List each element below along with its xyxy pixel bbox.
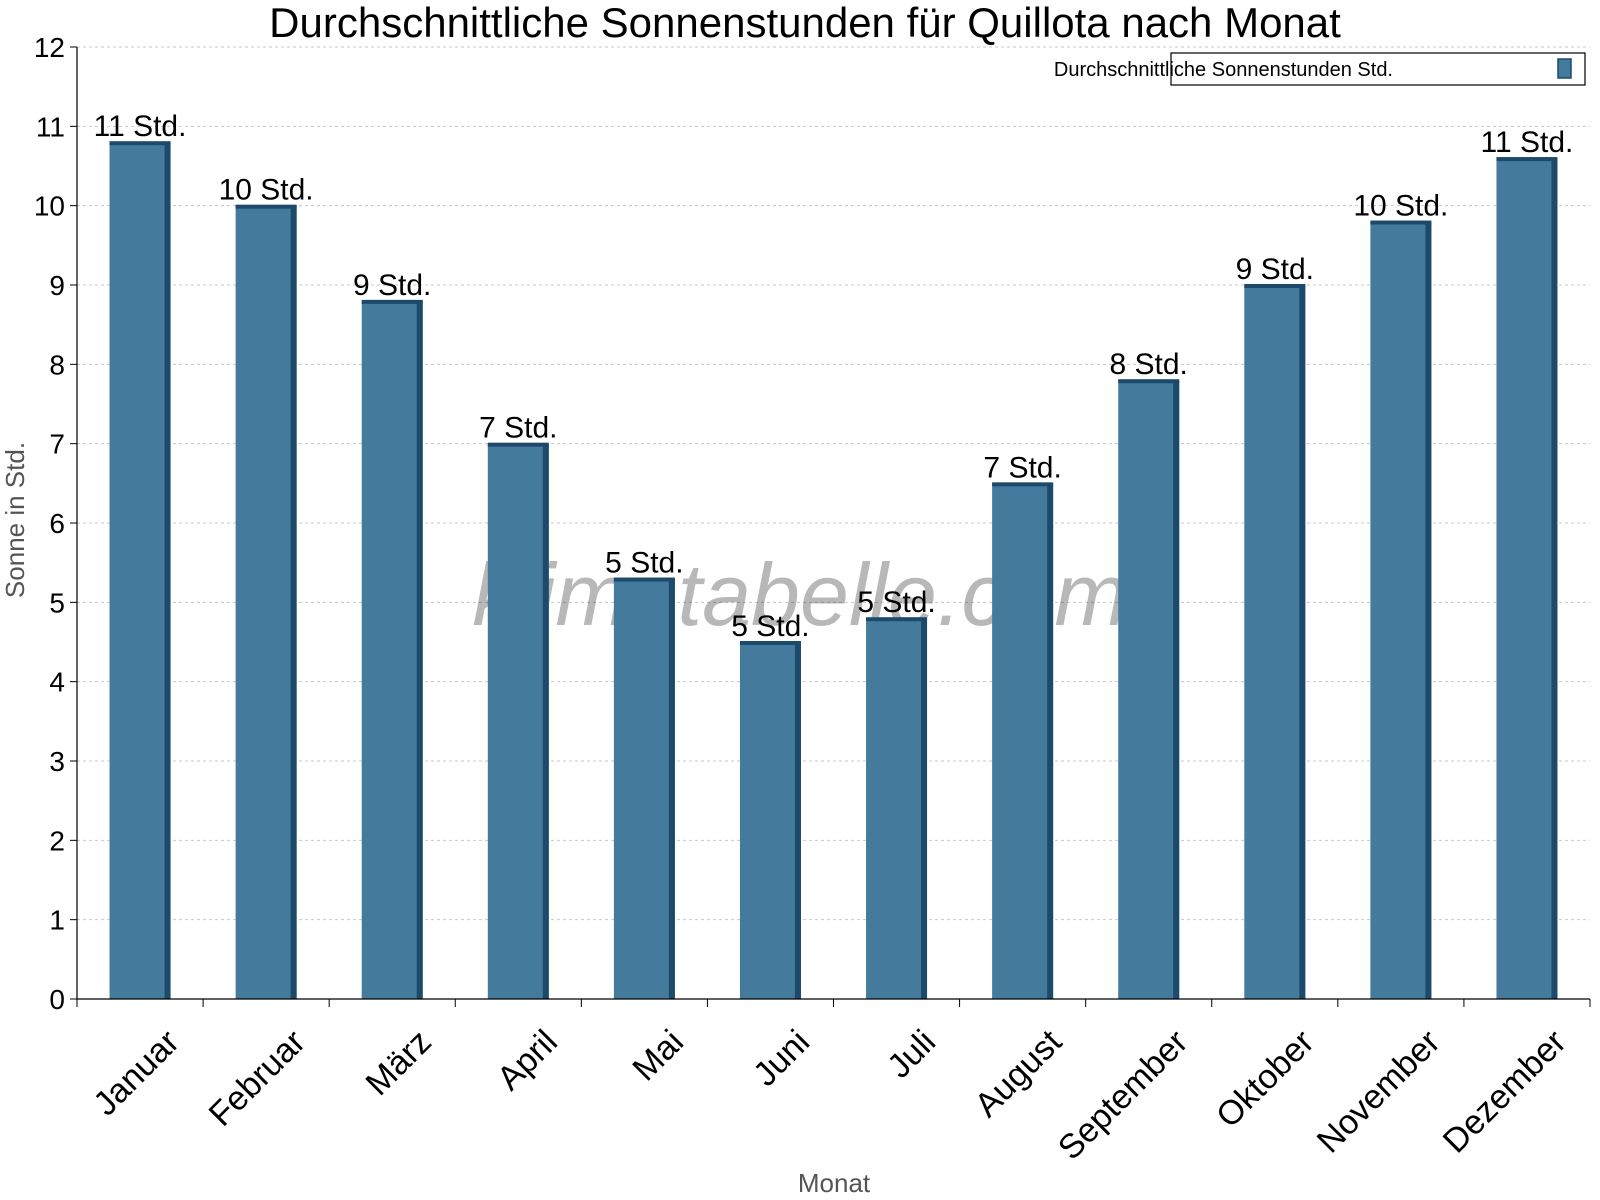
bar <box>1244 285 1306 999</box>
x-tick-label: April <box>490 1023 565 1098</box>
x-axis-title: Monat <box>798 1168 871 1198</box>
bar <box>109 142 171 999</box>
bar <box>866 618 928 999</box>
bar <box>361 300 423 999</box>
bar-top <box>866 617 928 622</box>
bar-top <box>992 482 1054 487</box>
x-tick-label: Januar <box>86 1023 186 1123</box>
y-tick-label: 10 <box>34 191 65 222</box>
bar <box>613 578 675 999</box>
bar-top <box>487 442 549 447</box>
x-tick-label: August <box>968 1022 1070 1124</box>
bars <box>109 141 1558 1000</box>
x-tick-label: Dezember <box>1436 1023 1574 1161</box>
y-tick-label: 1 <box>49 905 65 936</box>
bar-side <box>1047 483 1054 999</box>
y-tick-label: 7 <box>49 429 65 460</box>
y-tick-label: 4 <box>49 667 65 698</box>
data-label: 9 Std. <box>1236 253 1314 286</box>
y-tick-label: 11 <box>36 111 65 142</box>
bar-top <box>1496 157 1558 162</box>
x-tick-label: September <box>1051 1023 1195 1167</box>
x-tick-label: März <box>359 1023 439 1103</box>
axes <box>70 46 1591 1007</box>
bar <box>235 205 297 999</box>
bar-top <box>361 299 423 304</box>
data-label: 7 Std. <box>479 412 557 445</box>
gridlines <box>77 46 1590 921</box>
data-label: 11 Std. <box>1481 126 1574 159</box>
bar <box>1496 158 1558 1000</box>
chart-title: Durchschnittliche Sonnenstunden für Quil… <box>269 0 1341 46</box>
bar-side <box>668 578 675 999</box>
data-label: 7 Std. <box>983 451 1061 484</box>
x-tick-label: Juli <box>880 1023 943 1086</box>
bar-top <box>613 577 675 582</box>
bar-side <box>1299 285 1306 999</box>
y-tick-label: 5 <box>49 587 65 618</box>
bar-side <box>164 142 171 999</box>
bar-side <box>542 443 549 1000</box>
y-axis-title: Sonne in Std. <box>0 442 30 598</box>
data-labels: 11 Std. 10 Std. 9 Std. 7 Std. 5 Std. 5 Std. 5 … <box>94 110 1574 643</box>
data-label: 9 Std. <box>353 269 431 302</box>
bar-side <box>1425 221 1432 1000</box>
x-tick-label: Mai <box>625 1023 691 1089</box>
bar <box>739 642 801 999</box>
x-tick-label: Juni <box>746 1023 817 1094</box>
x-tick-labels: Januar Februar März April Mai Juni Juli AugustS… <box>86 1022 1573 1167</box>
bar-side <box>290 205 297 999</box>
y-tick-label: 3 <box>49 746 65 777</box>
data-label: 10 Std. <box>219 174 314 207</box>
legend-label: Durchschnittliche Sonnenstunden Std. <box>1054 59 1393 81</box>
y-tick-label: 0 <box>49 984 65 1015</box>
bar-side <box>794 642 801 999</box>
y-tick-label: 8 <box>49 349 65 380</box>
data-label: 5 Std. <box>605 547 683 580</box>
x-tick-label: Oktober <box>1209 1023 1321 1135</box>
x-tick-label: Februar <box>202 1023 313 1134</box>
y-tick-label: 9 <box>49 270 65 301</box>
bar <box>992 483 1054 999</box>
y-tick-label: 12 <box>34 32 65 63</box>
bar-top <box>1244 284 1306 288</box>
x-tick-label: November <box>1310 1023 1448 1161</box>
y-tick-label: 2 <box>49 825 65 856</box>
legend-swatch <box>1557 58 1572 79</box>
bar <box>487 443 549 1000</box>
y-tick-label: 6 <box>49 508 65 539</box>
bar-top <box>1370 220 1432 225</box>
bar-side <box>1173 380 1180 999</box>
bar-side <box>1551 158 1558 1000</box>
bar-top <box>739 641 801 645</box>
data-label: 8 Std. <box>1110 348 1188 381</box>
data-label: 10 Std. <box>1353 190 1448 223</box>
bar-top <box>109 141 171 146</box>
data-label: 11 Std. <box>94 110 187 143</box>
data-label: 5 Std. <box>731 610 809 643</box>
bar-top <box>1118 379 1180 384</box>
bar-side <box>416 300 423 999</box>
bar <box>1370 221 1432 1000</box>
legend-box <box>1170 52 1586 86</box>
bar-side <box>921 618 928 999</box>
legend: Durchschnittliche Sonnenstunden Std. <box>1054 52 1586 86</box>
bar <box>1118 380 1180 999</box>
data-label: 5 Std. <box>857 586 935 619</box>
bar-top <box>235 204 297 209</box>
